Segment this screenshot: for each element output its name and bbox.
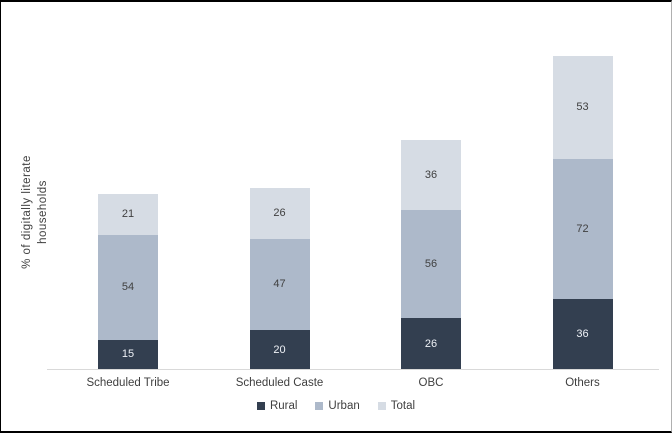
- data-label: 26: [273, 207, 286, 220]
- data-label: 36: [576, 327, 589, 340]
- x-category-label: Scheduled Caste: [235, 377, 324, 389]
- legend-swatch-icon: [377, 402, 386, 410]
- legend-label: Rural: [269, 400, 298, 412]
- legend-label: Total: [390, 400, 416, 412]
- data-label: 15: [121, 348, 135, 361]
- bar-segment-total: 36: [401, 139, 461, 210]
- legend-item-urban: Urban: [315, 400, 360, 412]
- x-category-label: OBC: [418, 377, 444, 389]
- data-label: 72: [576, 222, 589, 235]
- bar-segment-urban: 54: [98, 234, 158, 340]
- y-axis-title: % of digitally literate households: [20, 82, 54, 342]
- x-axis-line: [47, 369, 659, 370]
- data-label: 36: [424, 168, 438, 181]
- stacked-bar: 53 72 36: [552, 55, 613, 369]
- bar-segment-rural: 15: [98, 339, 158, 369]
- bar-segment-rural: 26: [401, 318, 461, 369]
- data-label: 26: [424, 337, 438, 350]
- stacked-bar: 26 47 20: [249, 188, 310, 369]
- stacked-bar: 21 54 15: [98, 194, 158, 369]
- y-axis-title-line-1: % of digitally literate: [21, 155, 33, 269]
- bar-segment-rural: 20: [249, 330, 310, 369]
- bar-segment-urban: 47: [249, 238, 310, 331]
- legend-label: Urban: [328, 400, 360, 412]
- data-label: 56: [424, 257, 438, 270]
- bar-segment-urban: 72: [552, 158, 613, 299]
- data-label: 20: [273, 343, 286, 356]
- data-label: 54: [121, 281, 135, 294]
- legend-swatch-icon: [315, 402, 324, 410]
- x-category-label: Others: [565, 377, 600, 389]
- stacked-bar: 36 56 26: [401, 139, 461, 369]
- bar-segment-total: 21: [98, 194, 158, 235]
- y-axis-title-line-2: households: [36, 180, 49, 244]
- bar-segment-total: 53: [552, 55, 613, 159]
- data-label: 47: [273, 278, 286, 291]
- legend-swatch-icon: [256, 402, 265, 410]
- legend-item-total: Total: [377, 400, 416, 412]
- bar-segment-urban: 56: [401, 209, 461, 319]
- bar-segment-rural: 36: [552, 298, 613, 369]
- legend: Rural Urban Total: [1, 400, 671, 412]
- bar-segment-total: 26: [249, 188, 310, 239]
- data-label: 21: [121, 208, 135, 221]
- x-category-label: Scheduled Tribe: [86, 377, 170, 389]
- data-label: 53: [576, 101, 589, 114]
- legend-item-rural: Rural: [256, 400, 298, 412]
